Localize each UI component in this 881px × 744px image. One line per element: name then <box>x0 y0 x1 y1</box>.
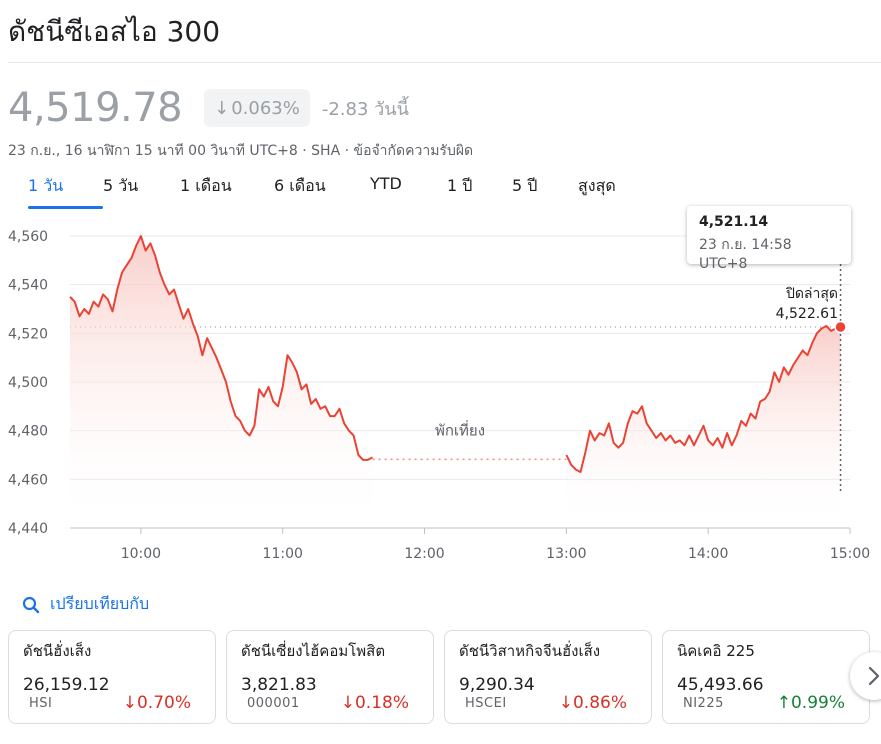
arrow-up-icon: ↑ <box>776 693 791 713</box>
index-card-hscei[interactable]: ดัชนีวิสาหกิจจีนฮั่งเส็ง 9,290.34 HSCEI … <box>444 630 652 724</box>
y-tick-label: 4,460 <box>8 472 48 488</box>
next-cards-button[interactable] <box>850 652 881 700</box>
y-tick-label: 4,440 <box>8 521 48 537</box>
card-change-value: 0.18% <box>354 693 409 713</box>
point-change: -2.83 วันนี้ <box>321 98 409 120</box>
card-symbol: HSI <box>29 696 53 711</box>
card-symbol: HSCEI <box>465 696 507 711</box>
x-tick-label: 12:00 <box>404 546 444 562</box>
card-name: นิคเคอิ 225 <box>677 642 755 660</box>
compare-label: เปรียบเทียบกับ <box>50 594 150 613</box>
card-price: 9,290.34 <box>459 675 535 695</box>
last-point <box>834 320 847 334</box>
x-tick-label: 13:00 <box>546 546 586 562</box>
compare-link[interactable]: เปรียบเทียบกับ <box>22 592 149 617</box>
card-price: 45,493.66 <box>677 675 764 695</box>
y-tick-label: 4,480 <box>8 424 48 440</box>
card-change: ↓0.86% <box>559 693 627 713</box>
tooltip-time: 23 ก.ย. 14:58 UTC+8 <box>699 237 792 272</box>
percent-change-badge: ↓ 0.063% <box>204 89 310 127</box>
arrow-down-icon: ↓ <box>122 693 137 713</box>
morning-line <box>69 235 373 461</box>
afternoon-line <box>565 325 841 473</box>
chart-tooltip: 4,521.14 23 ก.ย. 14:58 UTC+8 <box>687 206 851 272</box>
previous-close-value: 4,522.61 <box>776 306 838 322</box>
arrow-down-icon: ↓ <box>214 97 230 119</box>
card-change: ↓0.18% <box>341 693 409 713</box>
percent-change: 0.063% <box>231 97 300 119</box>
card-change-value: 0.86% <box>572 693 627 713</box>
tab-max[interactable]: สูงสุด <box>578 176 616 195</box>
card-name: ดัชนีฮั่งเส็ง <box>23 642 92 660</box>
card-name: ดัชนีวิสาหกิจจีนฮั่งเส็ง <box>459 642 601 660</box>
index-card-hsi[interactable]: ดัชนีฮั่งเส็ง 26,159.12 HSI ↓0.70% <box>8 630 216 724</box>
quote-meta: 23 ก.ย., 16 นาฬิกา 15 นาที 00 วินาที UTC… <box>8 143 474 159</box>
related-indices: ดัชนีฮั่งเส็ง 26,159.12 HSI ↓0.70% ดัชนี… <box>8 630 880 724</box>
lunch-break-label: พักเที่ยง <box>435 420 485 440</box>
y-tick-label: 4,560 <box>8 229 48 245</box>
x-tick-label: 14:00 <box>688 546 728 562</box>
page-title: ดัชนีซีเอสไอ 300 <box>8 15 221 48</box>
card-symbol: NI225 <box>683 696 724 711</box>
card-name: ดัชนีเซี่ยงไฮ้คอมโพสิต <box>241 642 386 660</box>
previous-close-label: ปิดล่าสุด <box>785 286 838 302</box>
x-tick-label: 15:00 <box>830 546 870 562</box>
tooltip-value: 4,521.14 <box>699 214 769 230</box>
y-tick-label: 4,500 <box>8 375 48 391</box>
card-change: ↑0.99% <box>777 693 845 713</box>
card-change: ↓0.70% <box>123 693 191 713</box>
arrow-down-icon: ↓ <box>558 693 573 713</box>
divider <box>8 62 881 63</box>
card-symbol: 000001 <box>247 696 300 711</box>
index-card-ni225[interactable]: นิคเคอิ 225 45,493.66 NI225 ↑0.99% <box>662 630 870 724</box>
x-tick-label: 10:00 <box>121 546 161 562</box>
chevron-right-icon <box>868 666 880 686</box>
tab-ytd[interactable]: YTD <box>370 174 402 193</box>
tab-5d[interactable]: 5 วัน <box>103 176 139 195</box>
range-tabs: 1 วัน 5 วัน 1 เดือน 6 เดือน YTD 1 ปี 5 ป… <box>28 174 616 209</box>
y-tick-label: 4,540 <box>8 278 48 294</box>
search-icon <box>22 596 40 613</box>
index-card-000001[interactable]: ดัชนีเซี่ยงไฮ้คอมโพสิต 3,821.83 000001 ↓… <box>226 630 434 724</box>
tab-6m[interactable]: 6 เดือน <box>274 176 326 195</box>
tab-1y[interactable]: 1 ปี <box>447 176 473 195</box>
card-price: 26,159.12 <box>23 675 110 695</box>
card-change-value: 0.99% <box>790 693 845 713</box>
quote-row: 4,519.78 ↓ 0.063% -2.83 วันนี้ <box>8 84 409 132</box>
morning-area <box>70 236 373 528</box>
current-price: 4,519.78 <box>8 85 183 131</box>
tab-5y[interactable]: 5 ปี <box>512 176 538 195</box>
tab-1m[interactable]: 1 เดือน <box>180 176 232 195</box>
price-chart[interactable]: 4,560 4,540 4,520 4,500 4,480 4,460 4,440 10:00… <box>0 205 881 570</box>
y-tick-label: 4,520 <box>8 326 48 342</box>
x-tick-label: 11:00 <box>263 546 303 562</box>
arrow-down-icon: ↓ <box>340 693 355 713</box>
card-price: 3,821.83 <box>241 675 317 695</box>
tab-1d[interactable]: 1 วัน <box>28 174 103 209</box>
card-change-value: 0.70% <box>136 693 191 713</box>
